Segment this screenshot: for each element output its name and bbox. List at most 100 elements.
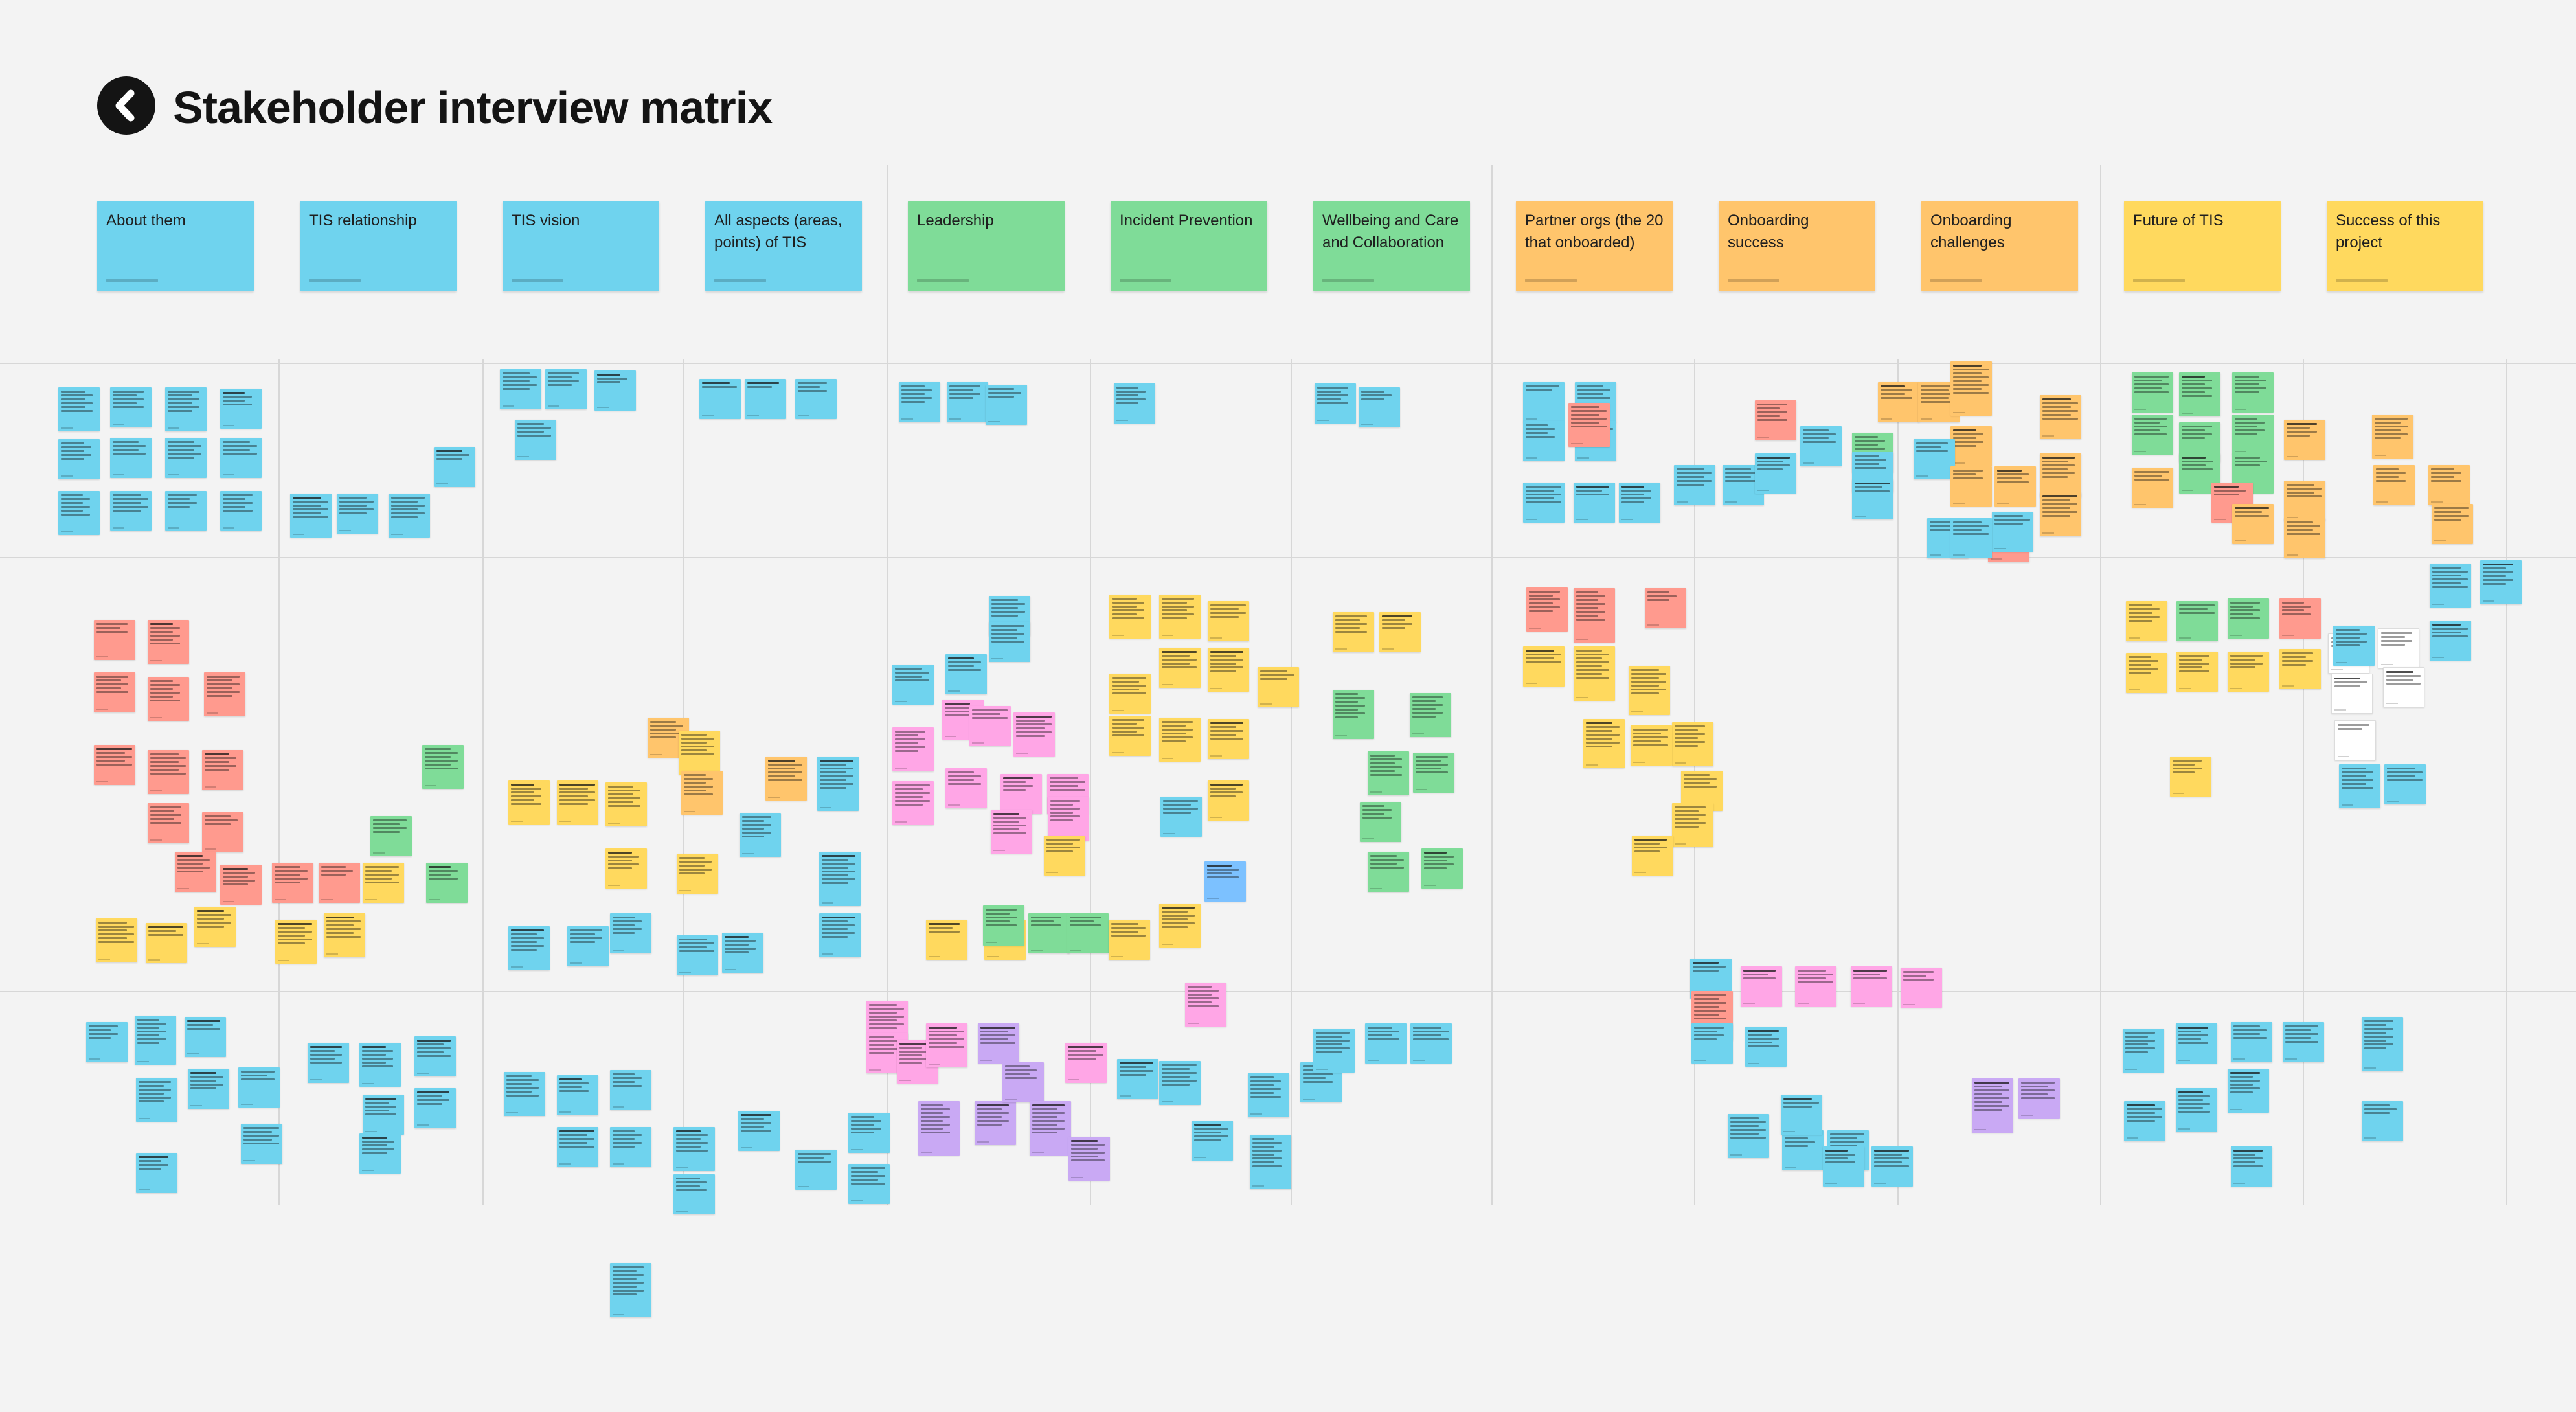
sticky-note[interactable] xyxy=(918,1101,960,1156)
sticky-note[interactable] xyxy=(1117,1059,1158,1099)
sticky-note[interactable] xyxy=(1413,753,1454,793)
sticky-note[interactable] xyxy=(1526,587,1568,632)
sticky-note[interactable] xyxy=(899,382,940,422)
sticky-note[interactable] xyxy=(610,913,651,953)
sticky-note[interactable] xyxy=(1672,722,1713,766)
sticky-note[interactable] xyxy=(363,863,404,903)
sticky-note[interactable] xyxy=(165,438,207,478)
sticky-note[interactable] xyxy=(1871,1146,1913,1187)
column-header-card[interactable]: Leadership xyxy=(908,201,1065,291)
sticky-note[interactable] xyxy=(1013,712,1055,757)
sticky-note[interactable] xyxy=(1368,751,1409,795)
sticky-note[interactable] xyxy=(2334,720,2376,760)
sticky-note[interactable] xyxy=(1901,968,1942,1008)
sticky-note[interactable] xyxy=(2132,415,2173,455)
sticky-note[interactable] xyxy=(241,1124,282,1164)
sticky-note[interactable] xyxy=(308,1043,349,1083)
column-header-card[interactable]: Success of this project xyxy=(2327,201,2483,291)
sticky-note[interactable] xyxy=(1852,479,1893,519)
sticky-note[interactable] xyxy=(1208,719,1249,759)
sticky-note[interactable] xyxy=(148,803,189,843)
sticky-note[interactable] xyxy=(2228,652,2269,692)
sticky-note[interactable] xyxy=(1109,595,1151,639)
sticky-note[interactable] xyxy=(1523,646,1565,687)
sticky-note[interactable] xyxy=(1109,674,1151,714)
sticky-note[interactable] xyxy=(1994,466,2036,507)
sticky-note[interactable] xyxy=(94,745,135,785)
sticky-note[interactable] xyxy=(991,810,1032,854)
sticky-note[interactable] xyxy=(2126,653,2167,693)
sticky-note[interactable] xyxy=(2428,465,2470,505)
sticky-note[interactable] xyxy=(324,913,365,957)
sticky-note[interactable] xyxy=(1258,667,1299,707)
sticky-note[interactable] xyxy=(290,494,332,538)
sticky-note[interactable] xyxy=(2018,1078,2060,1119)
sticky-note[interactable] xyxy=(1672,803,1713,847)
sticky-note[interactable] xyxy=(557,1127,598,1167)
sticky-note[interactable] xyxy=(508,926,550,970)
sticky-note[interactable] xyxy=(848,1164,890,1204)
sticky-note[interactable] xyxy=(545,369,587,409)
sticky-note[interactable] xyxy=(2432,504,2473,544)
sticky-note[interactable] xyxy=(2378,628,2419,668)
sticky-note[interactable] xyxy=(389,494,430,538)
sticky-note[interactable] xyxy=(188,1069,229,1109)
sticky-note[interactable] xyxy=(2284,420,2325,460)
sticky-note[interactable] xyxy=(165,387,207,431)
sticky-note[interactable] xyxy=(359,1043,401,1087)
sticky-note[interactable] xyxy=(1950,466,1992,507)
sticky-note[interactable] xyxy=(989,622,1030,662)
sticky-note[interactable] xyxy=(1160,797,1202,837)
sticky-note[interactable] xyxy=(165,491,207,531)
sticky-note[interactable] xyxy=(795,1150,837,1190)
sticky-note[interactable] xyxy=(975,1101,1016,1145)
sticky-note[interactable] xyxy=(422,745,464,789)
sticky-note[interactable] xyxy=(681,771,723,815)
sticky-note[interactable] xyxy=(202,750,243,790)
sticky-note[interactable] xyxy=(1950,426,1992,466)
sticky-note[interactable] xyxy=(1065,1043,1107,1083)
sticky-note[interactable] xyxy=(2383,667,2424,707)
sticky-note[interactable] xyxy=(1208,648,1249,692)
column-header-card[interactable]: All aspects (areas, points) of TIS xyxy=(705,201,862,291)
sticky-note[interactable] xyxy=(1159,648,1201,688)
sticky-note[interactable] xyxy=(2176,1023,2217,1064)
sticky-note[interactable] xyxy=(1315,383,1356,424)
sticky-note[interactable] xyxy=(2362,1101,2403,1141)
sticky-note[interactable] xyxy=(1632,836,1673,876)
sticky-note[interactable] xyxy=(2231,1022,2272,1062)
sticky-note[interactable] xyxy=(722,933,763,973)
sticky-note[interactable] xyxy=(275,920,317,964)
sticky-note[interactable] xyxy=(2176,601,2218,641)
sticky-note[interactable] xyxy=(1755,400,1796,440)
sticky-note[interactable] xyxy=(1109,920,1150,960)
column-header-card[interactable]: Onboarding challenges xyxy=(1921,201,2078,291)
sticky-note[interactable] xyxy=(605,848,647,889)
sticky-note[interactable] xyxy=(2333,626,2375,666)
sticky-note[interactable] xyxy=(370,816,412,856)
sticky-note[interactable] xyxy=(96,918,137,962)
sticky-note[interactable] xyxy=(175,852,216,892)
sticky-note[interactable] xyxy=(2480,560,2522,604)
sticky-note[interactable] xyxy=(1795,966,1836,1007)
sticky-note[interactable] xyxy=(2362,1017,2403,1071)
sticky-note[interactable] xyxy=(500,369,541,409)
sticky-note[interactable] xyxy=(504,1072,545,1116)
sticky-note[interactable] xyxy=(220,389,262,429)
sticky-note[interactable] xyxy=(1002,1062,1044,1102)
sticky-note[interactable] xyxy=(969,706,1011,746)
sticky-note[interactable] xyxy=(136,1078,177,1122)
sticky-note[interactable] xyxy=(745,379,786,419)
sticky-note[interactable] xyxy=(1878,382,1919,422)
sticky-note[interactable] xyxy=(1972,1078,2013,1133)
sticky-note[interactable] xyxy=(926,1023,967,1067)
sticky-note[interactable] xyxy=(185,1017,226,1057)
sticky-note[interactable] xyxy=(1583,719,1625,768)
sticky-note[interactable] xyxy=(1048,797,1089,841)
sticky-note[interactable] xyxy=(2373,465,2415,505)
sticky-note[interactable] xyxy=(1360,802,1401,842)
sticky-note[interactable] xyxy=(1568,403,1610,447)
sticky-note[interactable] xyxy=(1030,1101,1071,1156)
sticky-note[interactable] xyxy=(204,672,245,716)
sticky-note[interactable] xyxy=(673,1174,715,1214)
